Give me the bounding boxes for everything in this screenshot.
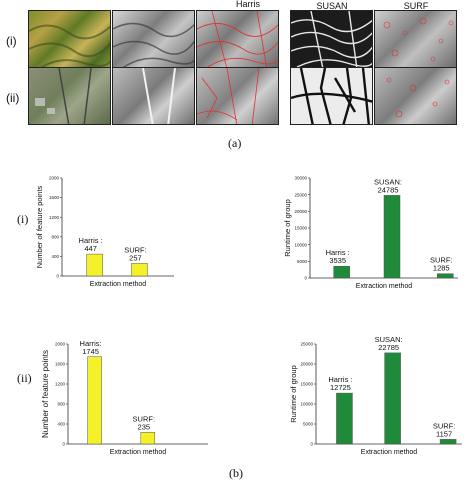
y-axis-label: Runtime of group bbox=[283, 199, 292, 257]
chart-row-label-i: (i) bbox=[17, 212, 29, 226]
chart-feature-points-ii: 0 400 800 1200 1600 2000 Number of feature poi… bbox=[41, 339, 208, 456]
y-tick-label: 0 bbox=[304, 276, 307, 281]
aerial-image-original bbox=[28, 10, 111, 68]
y-tick-label: 1600 bbox=[55, 362, 66, 367]
y-axis-label: Number of feature points bbox=[41, 350, 50, 438]
x-axis-label: Extraction method bbox=[361, 449, 418, 456]
data-label-value: 1285 bbox=[433, 264, 450, 273]
data-label-value: 1157 bbox=[436, 429, 452, 438]
urban-image-original bbox=[28, 67, 111, 125]
aerial-image-grayscale bbox=[112, 10, 195, 68]
y-tick-label: 15000 bbox=[300, 382, 313, 387]
data-label-value: 235 bbox=[138, 422, 151, 431]
aerial-image-susan-edges bbox=[290, 10, 373, 68]
urban-image-surf-points bbox=[374, 67, 457, 125]
part-a-label: (a) bbox=[228, 136, 242, 150]
bar-surf bbox=[437, 273, 454, 279]
y-tick-label: 10000 bbox=[300, 402, 313, 407]
y-tick-label: 20000 bbox=[294, 209, 307, 214]
aerial-image-harris-points bbox=[196, 10, 279, 68]
y-tick-label: 0 bbox=[56, 274, 59, 279]
y-tick-label: 10000 bbox=[294, 242, 307, 247]
y-tick-label: 0 bbox=[62, 442, 65, 447]
y-tick-label: 25000 bbox=[300, 342, 313, 347]
data-label-value: 1745 bbox=[82, 347, 99, 356]
y-tick-label: 400 bbox=[57, 422, 65, 427]
y-tick-label: 2000 bbox=[49, 176, 60, 181]
bar-surf bbox=[439, 439, 457, 445]
chart-runtime-i: 0 5000 10000 15000 20000 25000 30000 Runtime of… bbox=[283, 176, 458, 290]
urban-image-grayscale bbox=[112, 67, 195, 125]
data-label-name: SURF: bbox=[430, 256, 453, 265]
aerial-image-surf-points bbox=[374, 10, 457, 68]
y-tick-label: 1600 bbox=[49, 195, 60, 200]
y-tick-label: 800 bbox=[51, 234, 59, 239]
urban-image-susan-edges bbox=[290, 67, 373, 125]
y-axis-label: Runtime of group bbox=[289, 365, 298, 423]
part-b-label: (b) bbox=[229, 466, 243, 480]
y-tick-label: 30000 bbox=[294, 176, 307, 181]
bar-harris bbox=[333, 265, 350, 279]
data-label-value: 3535 bbox=[329, 256, 346, 265]
data-label-name: SURF: bbox=[124, 245, 147, 254]
data-label-value: 12725 bbox=[330, 383, 351, 392]
column-label-harris: Harris bbox=[236, 0, 260, 9]
data-label-name: Harris : bbox=[79, 236, 103, 245]
chart-row-label-ii: (ii) bbox=[17, 371, 32, 385]
chart-feature-points-i: 0 400 800 1200 1600 2000 Number of feature poi… bbox=[35, 176, 174, 288]
y-tick-label: 25000 bbox=[294, 192, 307, 197]
x-axis-label: Extraction method bbox=[356, 283, 413, 290]
bar-susan bbox=[384, 352, 401, 445]
chart-runtime-ii: 0 5000 10000 15000 20000 25000 Runtime of grou… bbox=[289, 335, 462, 456]
data-label-value: 24785 bbox=[378, 185, 399, 194]
data-label-name: Harris : bbox=[328, 375, 352, 384]
bar-harris bbox=[87, 356, 102, 445]
data-label-name: Harris: bbox=[80, 339, 102, 348]
bar-surf bbox=[140, 432, 156, 445]
data-label-name: SURF: bbox=[133, 414, 156, 423]
bar-harris bbox=[86, 253, 103, 277]
y-tick-label: 800 bbox=[57, 402, 65, 407]
data-label-value: 447 bbox=[84, 244, 97, 253]
data-label-name: Harris : bbox=[326, 248, 350, 257]
y-tick-label: 5000 bbox=[303, 422, 314, 427]
y-tick-label: 15000 bbox=[294, 226, 307, 231]
row-label-i: (i) bbox=[6, 34, 17, 48]
x-axis-label: Extraction method bbox=[110, 449, 167, 456]
column-label-surf: SURF bbox=[403, 1, 429, 11]
y-tick-label: 1200 bbox=[49, 215, 60, 220]
bar-susan bbox=[383, 195, 401, 279]
data-label-name: SURF: bbox=[433, 421, 456, 430]
urban-image-harris-points bbox=[196, 67, 279, 125]
data-label-name: SUSAN: bbox=[375, 335, 403, 344]
y-tick-label: 2000 bbox=[55, 342, 66, 347]
y-tick-label: 0 bbox=[310, 442, 313, 447]
y-tick-label: 400 bbox=[51, 254, 59, 259]
bar-surf bbox=[131, 263, 148, 277]
row-label-ii: (ii) bbox=[6, 91, 20, 105]
data-label-value: 257 bbox=[129, 253, 142, 262]
y-tick-label: 20000 bbox=[300, 362, 313, 367]
y-tick-label: 1200 bbox=[55, 382, 66, 387]
bar-harris bbox=[336, 392, 353, 445]
data-label-name: SUSAN: bbox=[374, 177, 402, 186]
column-label-susan: SUSAN bbox=[316, 1, 348, 11]
data-label-value: 22785 bbox=[378, 343, 399, 352]
y-tick-label: 5000 bbox=[297, 259, 308, 264]
y-axis-label: Number of feature points bbox=[35, 185, 44, 268]
x-axis-label: Extraction method bbox=[90, 281, 147, 288]
